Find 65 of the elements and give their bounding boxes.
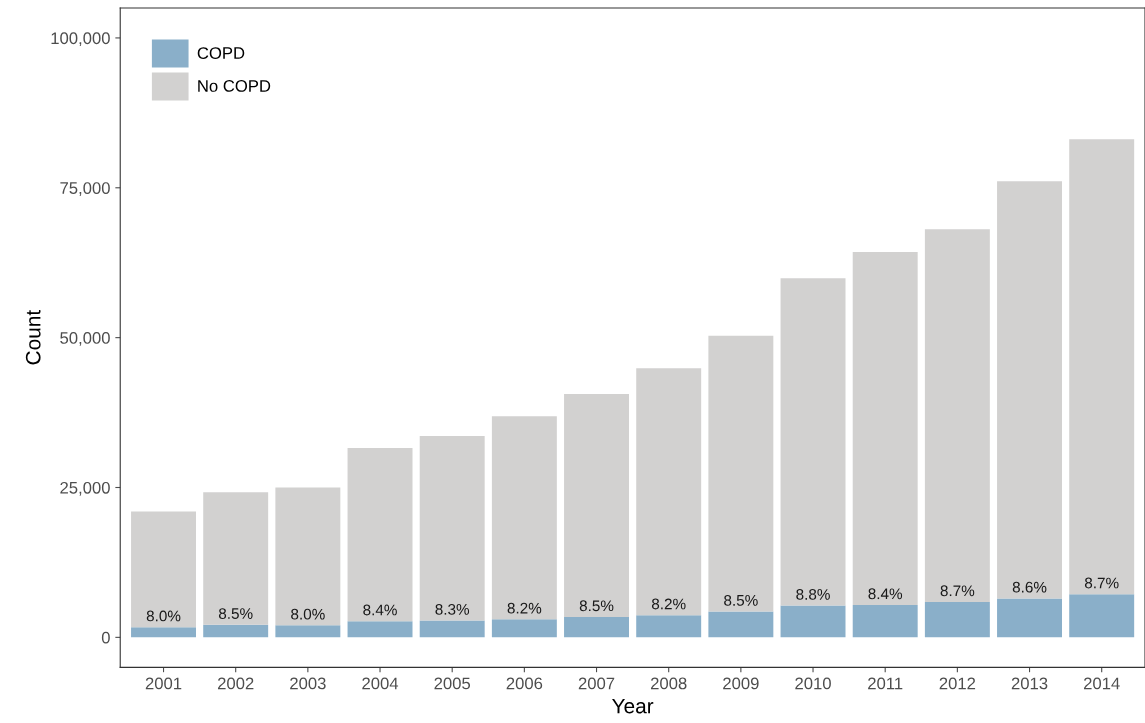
bar: [1069, 594, 1135, 638]
bar: [419, 435, 485, 621]
annotation: 8.2%: [507, 602, 542, 614]
bar: [275, 625, 341, 638]
x-tick-label: 2009: [723, 677, 759, 690]
annotation: 8.5%: [724, 594, 758, 606]
bar: [131, 627, 196, 638]
bar: [131, 511, 196, 628]
y-tick-label: 0: [101, 631, 110, 644]
legend-label: COPD: [197, 47, 245, 59]
bar: [997, 598, 1063, 638]
y-tick-label: 100,000: [51, 32, 110, 47]
annotation: 8.0%: [291, 608, 325, 620]
annotation: 8.4%: [363, 604, 397, 616]
bar: [491, 619, 557, 638]
bar: [347, 621, 413, 638]
annotation: 8.0%: [146, 610, 181, 622]
y-tick-label: 75,000: [60, 182, 110, 196]
bar: [564, 616, 629, 638]
bar: [564, 393, 629, 617]
bar: [347, 447, 413, 622]
x-tick-label: 2006: [506, 677, 543, 690]
annotation: 8.7%: [940, 585, 975, 597]
annotation: 8.7%: [1084, 577, 1119, 589]
annotation: 8.3%: [435, 603, 470, 615]
annotation: 8.5%: [579, 600, 614, 612]
x-tick-label: 2012: [939, 677, 976, 690]
annotation: 8.8%: [796, 588, 830, 600]
annotation: 8.2%: [651, 598, 686, 610]
x-tick-label: 2014: [1084, 677, 1120, 690]
annotation: 8.5%: [218, 608, 253, 619]
annotation: 8.6%: [1012, 581, 1047, 593]
bar: [780, 278, 846, 606]
y-tick-label: 25,000: [60, 481, 110, 496]
bar: [636, 615, 702, 638]
x-tick-label: 2010: [795, 677, 831, 690]
x-tick-label: 2008: [651, 677, 687, 690]
bar: [997, 181, 1063, 599]
bar: [419, 620, 485, 638]
bar: [852, 604, 918, 638]
bar: [708, 611, 774, 638]
bar: [924, 601, 990, 638]
x-tick-label: 2013: [1011, 677, 1048, 690]
x-tick-label: 2003: [290, 677, 326, 690]
x-tick-label: 2007: [578, 677, 615, 690]
x-axis-title: Year: [612, 698, 654, 714]
x-tick-label: 2011: [868, 677, 903, 690]
x-tick-label: 2004: [362, 677, 399, 690]
bar: [708, 335, 774, 612]
bar: [1069, 139, 1135, 595]
bar: [275, 487, 341, 626]
x-tick-label: 2005: [434, 677, 471, 690]
bar: [203, 492, 269, 625]
bar: [780, 605, 846, 638]
bar: [636, 368, 702, 616]
bar: [852, 251, 918, 605]
y-axis-title: Count: [25, 310, 41, 365]
legend-label: No COPD: [198, 80, 271, 92]
annotation: 8.4%: [868, 588, 903, 600]
bar: [491, 416, 557, 620]
bar: [924, 229, 990, 602]
x-tick-label: 2001: [145, 677, 182, 690]
bar: [203, 624, 269, 638]
x-tick-label: 2002: [217, 677, 254, 690]
y-tick-label: 50,000: [60, 332, 110, 346]
